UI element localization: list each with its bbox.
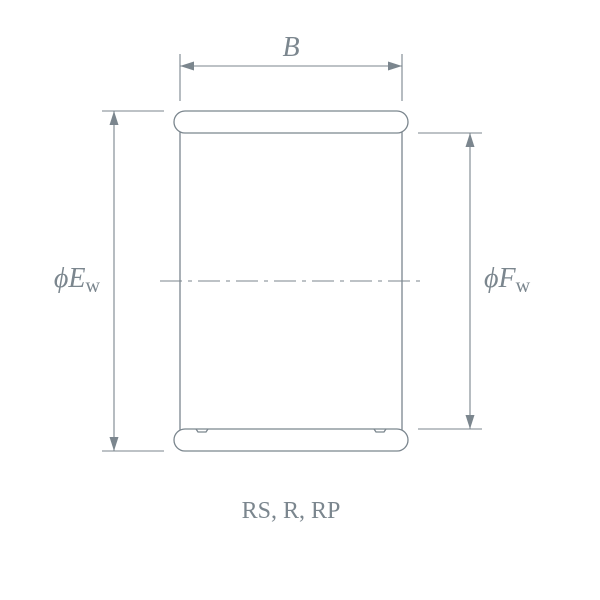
label-inner-diameter: ϕFw bbox=[484, 263, 531, 296]
arrowhead bbox=[110, 437, 119, 451]
arrowhead bbox=[388, 62, 402, 71]
roller-bottom bbox=[174, 429, 408, 451]
arrowhead bbox=[466, 415, 475, 429]
label-outer-diameter: ϕEw bbox=[54, 263, 101, 296]
roller-top bbox=[174, 111, 408, 133]
caption: RS, R, RP bbox=[242, 498, 341, 524]
label-width: B bbox=[282, 32, 299, 63]
arrowhead bbox=[466, 133, 475, 147]
arrowhead bbox=[180, 62, 194, 71]
arrowhead bbox=[110, 111, 119, 125]
